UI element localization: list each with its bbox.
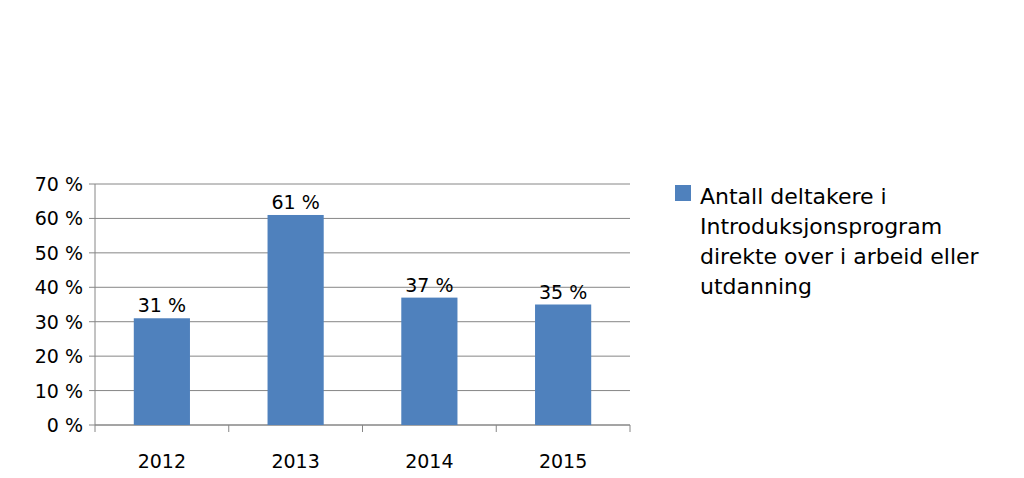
data-label: 61 % — [271, 191, 319, 213]
chart: 0 % 10 % 20 % 30 % 40 % 50 % 60 % 70 % 2012 2013 2… — [0, 0, 1024, 478]
bar — [401, 298, 457, 425]
grid — [89, 184, 630, 425]
y-tick — [89, 287, 95, 288]
legend-line: Introduksjonsprogram — [700, 214, 942, 239]
y-tick-label: 0 % — [47, 414, 83, 436]
x-axis-divider — [95, 425, 96, 432]
x-tick-label: 2013 — [271, 450, 319, 472]
y-tick-label: 50 % — [35, 242, 83, 264]
grid-line — [95, 184, 630, 185]
y-tick — [89, 218, 95, 219]
y-tick — [89, 252, 95, 253]
y-tick-label: 60 % — [35, 207, 83, 229]
data-label: 35 % — [539, 281, 587, 303]
legend: Antall deltakere i Introduksjonsprogram di… — [675, 184, 980, 299]
bar — [535, 305, 591, 426]
x-axis-divider — [496, 425, 497, 432]
x-tick-label: 2012 — [138, 450, 186, 472]
x-axis-divider — [362, 425, 363, 432]
legend-swatch — [675, 185, 691, 201]
data-label: 37 % — [405, 274, 453, 296]
y-tick-label: 30 % — [35, 311, 83, 333]
bar — [134, 318, 190, 425]
y-tick-label: 40 % — [35, 276, 83, 298]
y-tick — [89, 184, 95, 185]
legend-line: Antall deltakere i — [700, 184, 887, 209]
legend-label: Antall deltakere i Introduksjonsprogram di… — [700, 184, 980, 299]
y-tick-label: 20 % — [35, 345, 83, 367]
x-tick-label: 2014 — [405, 450, 453, 472]
bar — [268, 215, 324, 425]
y-tick — [89, 356, 95, 357]
y-tick — [89, 321, 95, 322]
bars — [134, 215, 591, 425]
legend-line: utdanning — [700, 274, 812, 299]
grid-line — [95, 218, 630, 219]
y-axis — [95, 184, 96, 425]
y-tick — [89, 425, 95, 426]
y-tick-label: 70 % — [35, 173, 83, 195]
legend-line: direkte over i arbeid eller — [700, 244, 980, 269]
x-axis-divider — [630, 425, 631, 432]
grid-line — [95, 252, 630, 253]
data-label: 31 % — [138, 294, 186, 316]
y-tick — [89, 390, 95, 391]
x-axis-divider — [228, 425, 229, 432]
y-tick-label: 10 % — [35, 380, 83, 402]
x-tick-label: 2015 — [539, 450, 587, 472]
